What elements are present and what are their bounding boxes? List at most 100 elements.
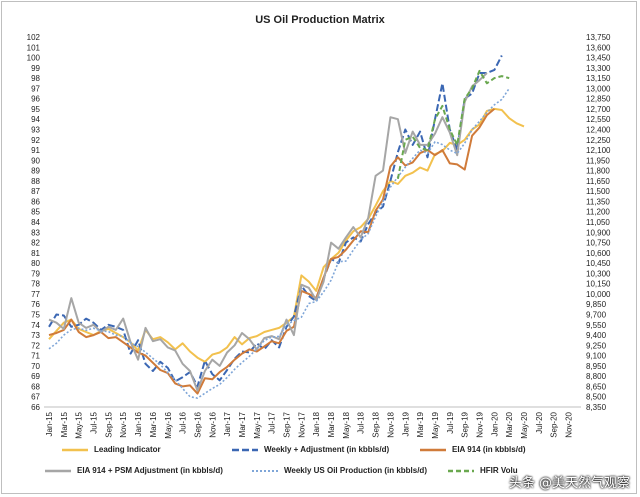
y-right-tick-label: 12,850 [586, 95, 611, 104]
y-left-tick-label: 81 [31, 249, 40, 258]
x-tick-label: Jul-18 [357, 411, 366, 433]
x-tick-label: May-18 [342, 411, 351, 438]
x-tick-label: Sep-20 [550, 411, 559, 437]
y-right-tick-label: 11,950 [586, 156, 610, 165]
x-tick-label: Mar-15 [60, 411, 69, 437]
x-tick-label: May-19 [431, 411, 440, 438]
y-left-tick-label: 101 [27, 43, 41, 52]
y-right-tick-label: 12,400 [586, 126, 611, 135]
legend-item-eia-914: EIA 914 (in kbbls/d) [420, 445, 526, 454]
x-tick-label: Sep-15 [104, 411, 113, 437]
x-tick-label: Nov-20 [565, 411, 574, 437]
y-right-tick-label: 8,650 [586, 382, 607, 391]
y-right-tick-label: 13,300 [586, 64, 611, 73]
x-tick-label: May-15 [75, 411, 84, 438]
series-layer [48, 55, 525, 399]
legend-swatch [232, 448, 258, 451]
y-right-tick-label: 10,600 [586, 249, 611, 258]
y-left-tick-label: 79 [31, 269, 40, 278]
y-left-tick-label: 80 [31, 259, 40, 268]
y-left-tick-label: 72 [31, 341, 40, 350]
x-tick-label: May-20 [520, 411, 529, 438]
y-left-tick-label: 87 [31, 187, 40, 196]
y-left-tick-label: 92 [31, 136, 40, 145]
y-right-tick-label: 9,850 [586, 300, 607, 309]
y-right-tick-label: 9,250 [586, 341, 607, 350]
x-tick-label: Sep-18 [372, 411, 381, 437]
y-left-tick-label: 96 [31, 95, 40, 104]
x-tick-label: Jul-19 [446, 411, 455, 433]
x-tick-label: Mar-16 [149, 411, 158, 437]
y-left-tick-label: 69 [31, 372, 40, 381]
series-line-weekly-adjustment-in-kbbls-d [48, 55, 503, 388]
series-line-weekly-us-oil-production-in-kbbls-d [48, 87, 510, 399]
y-left-tick-label: 84 [31, 218, 40, 227]
y-right-tick-label: 11,650 [586, 177, 610, 186]
y-left-tick-label: 66 [31, 403, 40, 412]
y-left-tick-label: 70 [31, 362, 40, 371]
watermark: 头条 @美天然气观察 [508, 476, 630, 491]
x-tick-label: Nov-15 [119, 411, 128, 437]
y-right-tick-label: 9,550 [586, 321, 607, 330]
series-line-leading-indicator [48, 107, 525, 363]
y-right-tick-label: 12,550 [586, 115, 611, 124]
y-right-tick-label: 12,100 [586, 146, 611, 155]
x-tick-label: Sep-16 [193, 411, 202, 437]
x-tick-label: May-16 [164, 411, 173, 438]
y-right-tick-label: 13,600 [586, 43, 611, 52]
y-right-tick-label: 10,150 [586, 280, 611, 289]
x-tick-label: Jan-18 [312, 411, 321, 436]
x-tick-label: Jul-20 [535, 411, 544, 433]
y-right-tick-label: 8,350 [586, 403, 607, 412]
y-right-tick-label: 10,000 [586, 290, 611, 299]
x-tick-label: Jan-15 [45, 411, 54, 436]
y-left-tick-label: 91 [31, 146, 40, 155]
x-tick-label: Mar-17 [238, 411, 247, 437]
y-right-tick-label: 11,350 [586, 197, 610, 206]
chart-title: US Oil Production Matrix [255, 14, 385, 26]
series-line-eia-914-psm-adjustment-in-kbbls-d [48, 72, 488, 392]
y-right-tick-label: 13,150 [586, 74, 611, 83]
y-left-tick-label: 78 [31, 280, 40, 289]
legend-label: Leading Indicator [94, 445, 161, 454]
x-tick-label: Nov-16 [208, 411, 217, 437]
series-line-eia-914-in-kbbls-d [48, 108, 496, 395]
x-tick-label: Jan-17 [223, 411, 232, 436]
y-left-tick-label: 89 [31, 167, 40, 176]
legend-item-weekly-adjustment: Weekly + Adjustment (in kbbls/d) [232, 445, 389, 454]
y-left-tick-label: 68 [31, 382, 40, 391]
x-tick-label: Jul-15 [90, 411, 99, 433]
y-right-tick-label: 11,200 [586, 208, 610, 217]
x-tick-label: Mar-18 [327, 411, 336, 437]
legend-label: EIA 914 (in kbbls/d) [452, 445, 526, 454]
y-right-tick-label: 10,300 [586, 269, 611, 278]
y-left-tick-label: 93 [31, 126, 40, 135]
x-tick-label: Jan-20 [490, 411, 499, 436]
y-right-tick-label: 8,950 [586, 362, 607, 371]
x-tick-label: Jan-16 [134, 411, 143, 436]
y-right-tick-label: 9,100 [586, 352, 607, 361]
legend-item-hfir-volumes: HFIR Volu [448, 466, 518, 475]
x-tick-label: Sep-19 [461, 411, 470, 437]
y-left-tick-label: 86 [31, 197, 40, 206]
y-right-tick-label: 9,700 [586, 311, 607, 320]
legend-swatch [62, 448, 88, 451]
legend-swatch [252, 469, 278, 472]
x-tick-label: Nov-17 [297, 411, 306, 437]
y-left-tick-label: 67 [31, 393, 40, 402]
y-right-tick-label: 10,900 [586, 228, 611, 237]
y-left-tick-label: 73 [31, 331, 40, 340]
x-tick-label: Jul-16 [179, 411, 188, 433]
x-tick-label: Jan-19 [401, 411, 410, 436]
y-left-tick-label: 94 [31, 115, 40, 124]
y-left-tick-label: 83 [31, 228, 40, 237]
y-right-tick-label: 12,250 [586, 136, 611, 145]
y-right-tick-label: 13,450 [586, 54, 611, 63]
y-right-tick-label: 11,050 [586, 218, 610, 227]
y-left-tick-label: 85 [31, 208, 40, 217]
y-left-tick-label: 76 [31, 300, 40, 309]
y-right-tick-label: 8,800 [586, 372, 607, 381]
y-left-tick-label: 99 [31, 64, 40, 73]
